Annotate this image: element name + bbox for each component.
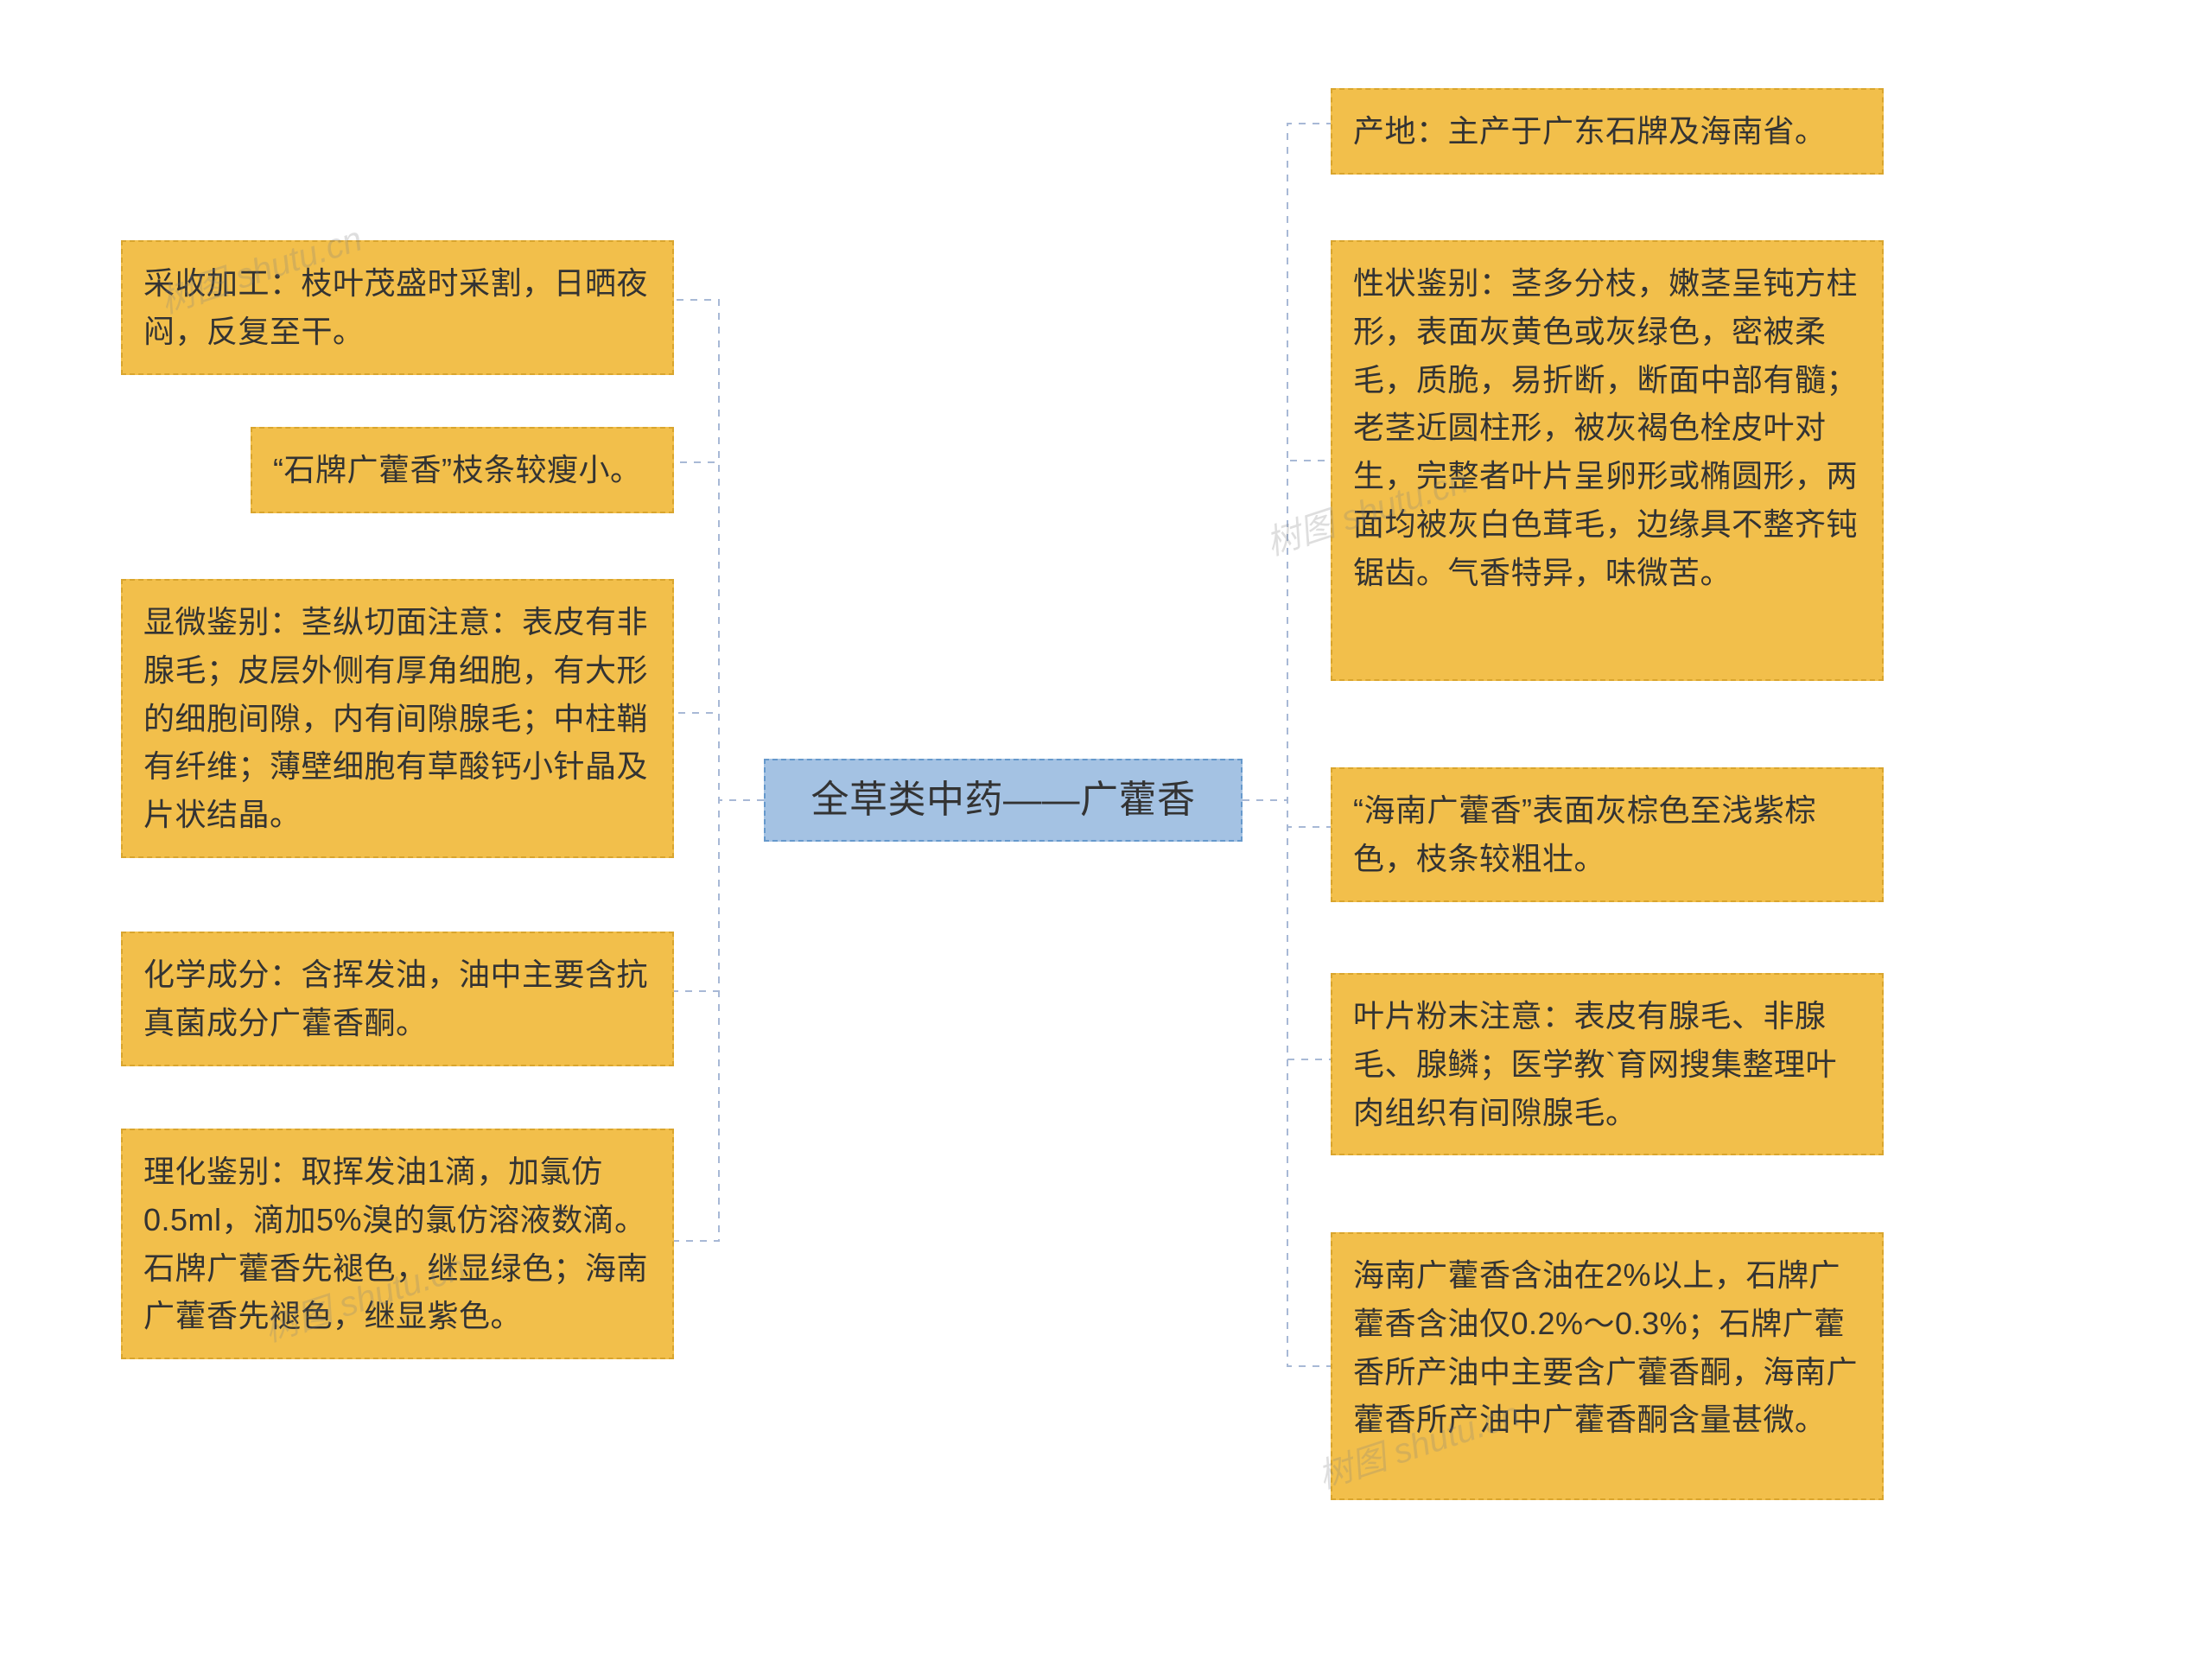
center-node: 全草类中药——广藿香	[764, 759, 1243, 842]
mindmap-canvas: { "colors": { "center_bg": "#a4c2e3", "c…	[0, 0, 2212, 1679]
right-node-2: “海南广藿香”表面灰棕色至浅紫棕色，枝条较粗壮。	[1331, 767, 1884, 902]
left-node-0-label: 采收加工：枝叶茂盛时采割，日晒夜闷，反复至干。	[143, 265, 648, 349]
left-node-1-label: “石牌广藿香”枝条较瘦小。	[273, 452, 641, 487]
left-node-4-label: 理化鉴别：取挥发油1滴，加氯仿0.5ml，滴加5%溴的氯仿溶液数滴。石牌广藿香先…	[143, 1154, 648, 1333]
right-node-0-label: 产地：主产于广东石牌及海南省。	[1353, 113, 1827, 149]
right-node-4-label: 海南广藿香含油在2%以上，石牌广藿香含油仅0.2%～0.3%；石牌广藿香所产油中…	[1353, 1257, 1858, 1437]
left-node-3-label: 化学成分：含挥发油，油中主要含抗真菌成分广藿香酮。	[143, 957, 648, 1040]
right-node-0: 产地：主产于广东石牌及海南省。	[1331, 88, 1884, 175]
left-node-2: 显微鉴别：茎纵切面注意：表皮有非腺毛；皮层外侧有厚角细胞，有大形的细胞间隙，内有…	[121, 579, 674, 858]
right-node-3-label: 叶片粉末注意：表皮有腺毛、非腺毛、腺鳞；医学教`育网搜集整理叶肉组织有间隙腺毛。	[1353, 998, 1837, 1130]
right-node-3: 叶片粉末注意：表皮有腺毛、非腺毛、腺鳞；医学教`育网搜集整理叶肉组织有间隙腺毛。	[1331, 973, 1884, 1155]
right-node-1: 性状鉴别：茎多分枝，嫩茎呈钝方柱形，表面灰黄色或灰绿色，密被柔毛，质脆，易折断，…	[1331, 240, 1884, 681]
left-node-4: 理化鉴别：取挥发油1滴，加氯仿0.5ml，滴加5%溴的氯仿溶液数滴。石牌广藿香先…	[121, 1129, 674, 1359]
center-label: 全草类中药——广藿香	[811, 771, 1196, 830]
right-node-2-label: “海南广藿香”表面灰棕色至浅紫棕色，枝条较粗壮。	[1353, 792, 1816, 876]
left-node-1: “石牌广藿香”枝条较瘦小。	[251, 427, 674, 513]
left-node-0: 采收加工：枝叶茂盛时采割，日晒夜闷，反复至干。	[121, 240, 674, 375]
left-node-3: 化学成分：含挥发油，油中主要含抗真菌成分广藿香酮。	[121, 932, 674, 1066]
right-node-4: 海南广藿香含油在2%以上，石牌广藿香含油仅0.2%～0.3%；石牌广藿香所产油中…	[1331, 1232, 1884, 1500]
left-node-2-label: 显微鉴别：茎纵切面注意：表皮有非腺毛；皮层外侧有厚角细胞，有大形的细胞间隙，内有…	[143, 604, 648, 832]
right-node-1-label: 性状鉴别：茎多分枝，嫩茎呈钝方柱形，表面灰黄色或灰绿色，密被柔毛，质脆，易折断，…	[1353, 265, 1858, 590]
